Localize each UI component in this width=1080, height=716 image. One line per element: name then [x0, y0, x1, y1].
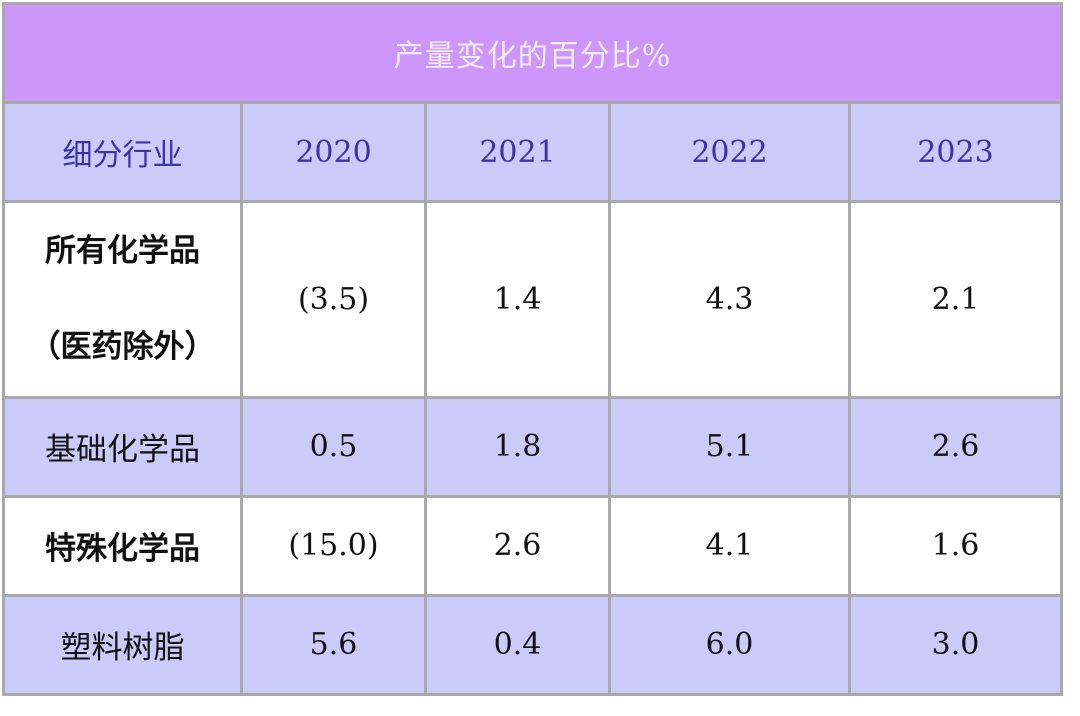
- table-row: 特殊化学品 (15.0) 2.6 4.1 1.6: [2, 494, 1064, 597]
- column-header-2020: 2020: [240, 101, 427, 204]
- table-row: 基础化学品 0.5 1.8 5.1 2.6: [2, 395, 1064, 498]
- column-header-2022: 2022: [608, 101, 851, 204]
- column-header-2023: 2023: [847, 101, 1064, 204]
- production-change-table: 产量变化的百分比% 细分行业 2020 2021 2022 2023 所有化学品…: [1, 1, 1064, 697]
- row-label-basic-chemicals: 基础化学品: [2, 395, 243, 498]
- cell-value: (15.0): [240, 494, 427, 597]
- row-label-all-chemicals: 所有化学品 （医药除外）: [2, 200, 243, 399]
- cell-value: 0.5: [240, 395, 427, 498]
- table-row: 所有化学品 （医药除外） (3.5) 1.4 4.3 2.1: [2, 200, 1064, 399]
- cell-value: (3.5): [240, 200, 427, 399]
- cell-value: 5.1: [608, 395, 851, 498]
- cell-value: 3.0: [847, 593, 1064, 697]
- production-change-table-container: 产量变化的百分比% 细分行业 2020 2021 2022 2023 所有化学品…: [1, 1, 1064, 697]
- table-title: 产量变化的百分比%: [1, 1, 1064, 105]
- row-label-line2: （医药除外）: [29, 329, 216, 366]
- cell-value: 1.4: [424, 200, 611, 399]
- table-row: 塑料树脂 5.6 0.4 6.0 3.0: [2, 593, 1064, 697]
- cell-value: 2.1: [847, 200, 1064, 399]
- row-label-plastic-resins: 塑料树脂: [2, 593, 243, 697]
- title-row: 产量变化的百分比%: [1, 1, 1064, 105]
- cell-value: 6.0: [608, 593, 851, 697]
- cell-value: 2.6: [424, 494, 611, 597]
- cell-value: 4.1: [608, 494, 851, 597]
- row-label-specialty-chemicals: 特殊化学品: [2, 494, 243, 597]
- cell-value: 5.6: [240, 593, 427, 697]
- cell-value: 1.8: [424, 395, 611, 498]
- cell-value: 4.3: [608, 200, 851, 399]
- row-label-line1: 所有化学品: [45, 233, 200, 270]
- header-row: 细分行业 2020 2021 2022 2023: [2, 101, 1064, 204]
- cell-value: 0.4: [424, 593, 611, 697]
- column-header-segment: 细分行业: [2, 101, 243, 204]
- column-header-2021: 2021: [424, 101, 611, 204]
- cell-value: 2.6: [847, 395, 1064, 498]
- cell-value: 1.6: [847, 494, 1064, 597]
